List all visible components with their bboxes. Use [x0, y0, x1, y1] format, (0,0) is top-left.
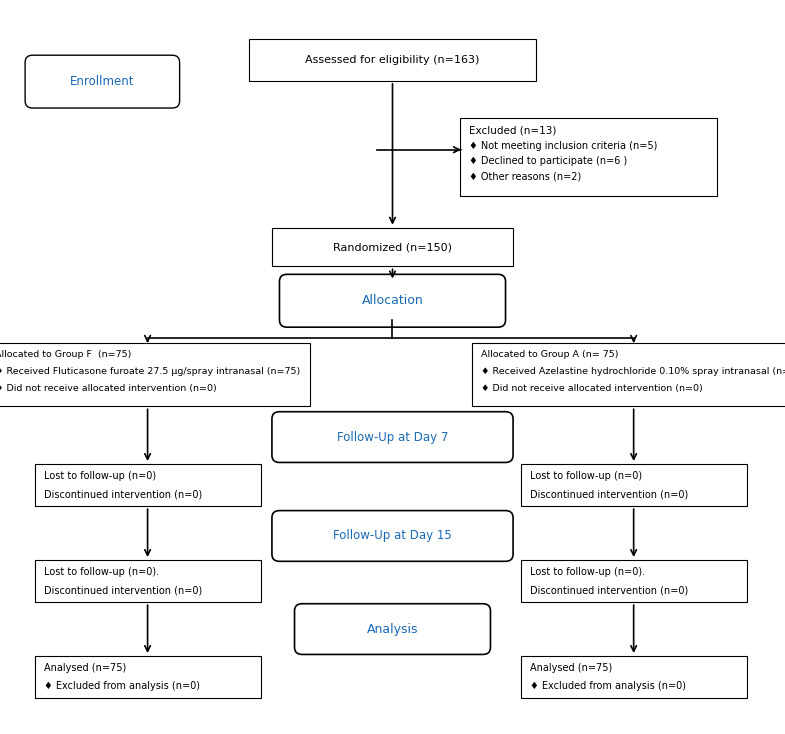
Text: Randomized (n=150): Randomized (n=150) [333, 242, 452, 252]
Text: Discontinued intervention (n=0): Discontinued intervention (n=0) [44, 490, 202, 499]
Bar [520, 656, 747, 698]
Text: Excluded (n=13): Excluded (n=13) [469, 125, 557, 135]
Bar [460, 118, 717, 195]
Text: ♦ Received Fluticasone furoate 27.5 μg/spray intranasal (n=75): ♦ Received Fluticasone furoate 27.5 μg/s… [0, 367, 300, 376]
Text: Analysed (n=75): Analysed (n=75) [530, 663, 612, 673]
FancyBboxPatch shape [294, 603, 491, 655]
Bar [0, 343, 309, 407]
Text: Lost to follow-up (n=0): Lost to follow-up (n=0) [44, 471, 155, 481]
Text: Assessed for eligibility (n=163): Assessed for eligibility (n=163) [305, 55, 480, 65]
Bar [35, 656, 261, 698]
Text: Lost to follow-up (n=0).: Lost to follow-up (n=0). [530, 567, 644, 577]
Text: ♦ Excluded from analysis (n=0): ♦ Excluded from analysis (n=0) [530, 681, 685, 691]
FancyBboxPatch shape [272, 412, 513, 462]
Text: ♦ Declined to participate (n=6 ): ♦ Declined to participate (n=6 ) [469, 156, 628, 166]
Text: Enrollment: Enrollment [70, 75, 134, 88]
Text: Lost to follow-up (n=0).: Lost to follow-up (n=0). [44, 567, 159, 577]
Bar [472, 343, 785, 407]
Text: Discontinued intervention (n=0): Discontinued intervention (n=0) [530, 490, 688, 499]
Text: Discontinued intervention (n=0): Discontinued intervention (n=0) [44, 585, 202, 595]
Bar [250, 39, 535, 81]
Text: Allocated to Group F  (n=75): Allocated to Group F (n=75) [0, 350, 131, 359]
Text: Analysed (n=75): Analysed (n=75) [44, 663, 126, 673]
FancyBboxPatch shape [272, 511, 513, 562]
Text: ♦ Did not receive allocated intervention (n=0): ♦ Did not receive allocated intervention… [0, 384, 217, 393]
Text: ♦ Did not receive allocated intervention (n=0): ♦ Did not receive allocated intervention… [480, 384, 703, 393]
FancyBboxPatch shape [25, 55, 180, 108]
FancyBboxPatch shape [279, 275, 506, 327]
Bar [35, 560, 261, 602]
Text: ♦ Other reasons (n=2): ♦ Other reasons (n=2) [469, 172, 582, 181]
Text: ♦ Received Azelastine hydrochloride 0.10% spray intranasal (n=75): ♦ Received Azelastine hydrochloride 0.10… [480, 367, 785, 376]
Bar [520, 560, 747, 602]
Bar [35, 464, 261, 506]
Text: Analysis: Analysis [367, 622, 418, 636]
Text: Allocation: Allocation [362, 294, 423, 308]
Text: ♦ Not meeting inclusion criteria (n=5): ♦ Not meeting inclusion criteria (n=5) [469, 140, 658, 150]
Text: ♦ Excluded from analysis (n=0): ♦ Excluded from analysis (n=0) [44, 681, 199, 691]
Text: Lost to follow-up (n=0): Lost to follow-up (n=0) [530, 471, 642, 481]
Text: Allocated to Group A (n= 75): Allocated to Group A (n= 75) [480, 350, 618, 359]
Bar [520, 464, 747, 506]
Text: Discontinued intervention (n=0): Discontinued intervention (n=0) [530, 585, 688, 595]
Bar [272, 228, 513, 266]
Text: Follow-Up at Day 7: Follow-Up at Day 7 [337, 431, 448, 443]
Text: Follow-Up at Day 15: Follow-Up at Day 15 [333, 529, 452, 542]
